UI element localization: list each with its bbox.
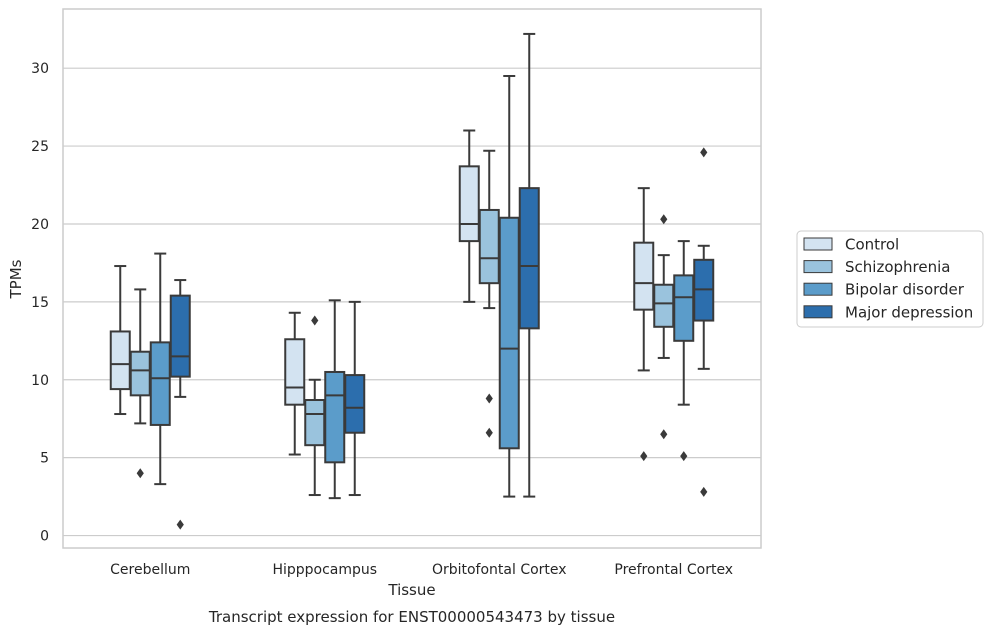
- box-iqr: [518, 187, 540, 330]
- x-tick-label: Orbitofontal Cortex: [432, 562, 567, 578]
- x-tick-label: Hipppocampus: [272, 562, 377, 578]
- y-tick-label: 30: [31, 61, 49, 77]
- outlier-point: [311, 315, 319, 326]
- chart-caption: Transcript expression for ENST0000054347…: [208, 608, 615, 626]
- legend-frame: [796, 230, 984, 328]
- outlier-point: [640, 451, 648, 462]
- box-iqr: [653, 283, 675, 328]
- x-axis-title: Tissue: [387, 581, 435, 599]
- outlier-point: [485, 427, 493, 438]
- outlier-point: [136, 468, 144, 479]
- y-tick-label: 10: [31, 373, 49, 389]
- x-tick-label: Cerebellum: [110, 562, 190, 578]
- box-3-2: [673, 240, 695, 462]
- legend-label: Major depression: [845, 303, 973, 321]
- outlier-point: [176, 519, 184, 530]
- outlier-point: [680, 451, 688, 462]
- legend-swatch: [803, 260, 833, 274]
- box-3-0: [633, 187, 655, 462]
- box-3-1: [653, 214, 675, 440]
- legend: Control Schizophrenia Bipolar disorder Majo…: [796, 230, 984, 328]
- box-0-2: [149, 252, 171, 486]
- box-2-2: [498, 74, 520, 498]
- box-iqr: [129, 350, 151, 397]
- box-1-3: [344, 300, 366, 497]
- box-0-0: [109, 265, 131, 416]
- outlier-point: [660, 429, 668, 440]
- y-tick-label: 20: [31, 217, 49, 233]
- legend-swatch: [803, 282, 833, 296]
- box-iqr: [498, 216, 520, 450]
- y-tick-label: 15: [31, 295, 49, 311]
- plot-frame: [62, 8, 762, 549]
- box-3-3: [693, 147, 715, 497]
- box-1-1: [304, 315, 326, 497]
- x-tick-label: Prefrontal Cortex: [614, 562, 733, 578]
- box-iqr: [344, 374, 366, 434]
- box-iqr: [633, 241, 655, 311]
- box-1-2: [324, 299, 346, 500]
- box-iqr: [109, 330, 131, 391]
- box-iqr: [149, 341, 171, 426]
- legend-label: Schizophrenia: [845, 258, 950, 276]
- legend-swatch: [803, 237, 833, 251]
- box-iqr: [458, 165, 480, 243]
- box-2-1: [478, 149, 500, 438]
- box-iqr: [284, 338, 306, 406]
- outlier-point: [660, 214, 668, 225]
- x-tick-labels: Cerebellum Hipppocampus Orbitofontal Corte…: [110, 562, 733, 578]
- box-iqr: [673, 274, 695, 342]
- box-2-3: [518, 32, 540, 498]
- box-layer: [109, 32, 715, 530]
- box-0-3: [169, 279, 191, 530]
- legend-swatch: [803, 305, 833, 319]
- y-axis-title: TPMs: [7, 259, 25, 299]
- y-tick-label: 0: [40, 529, 49, 545]
- box-1-0: [284, 311, 306, 456]
- y-tick-label: 25: [31, 139, 49, 155]
- box-2-0: [458, 129, 480, 303]
- legend-label: Bipolar disorder: [845, 281, 965, 299]
- box-iqr: [304, 399, 326, 447]
- box-iqr: [169, 294, 191, 378]
- outlier-point: [700, 147, 708, 158]
- legend-label: Control: [845, 236, 899, 254]
- y-tick-labels: 0 5 10 15 20 25 30: [31, 61, 49, 544]
- outlier-point: [485, 393, 493, 404]
- y-tick-label: 5: [40, 451, 49, 467]
- box-iqr: [478, 208, 500, 285]
- outlier-point: [700, 486, 708, 497]
- box-0-1: [129, 288, 151, 479]
- box-iqr: [324, 370, 346, 464]
